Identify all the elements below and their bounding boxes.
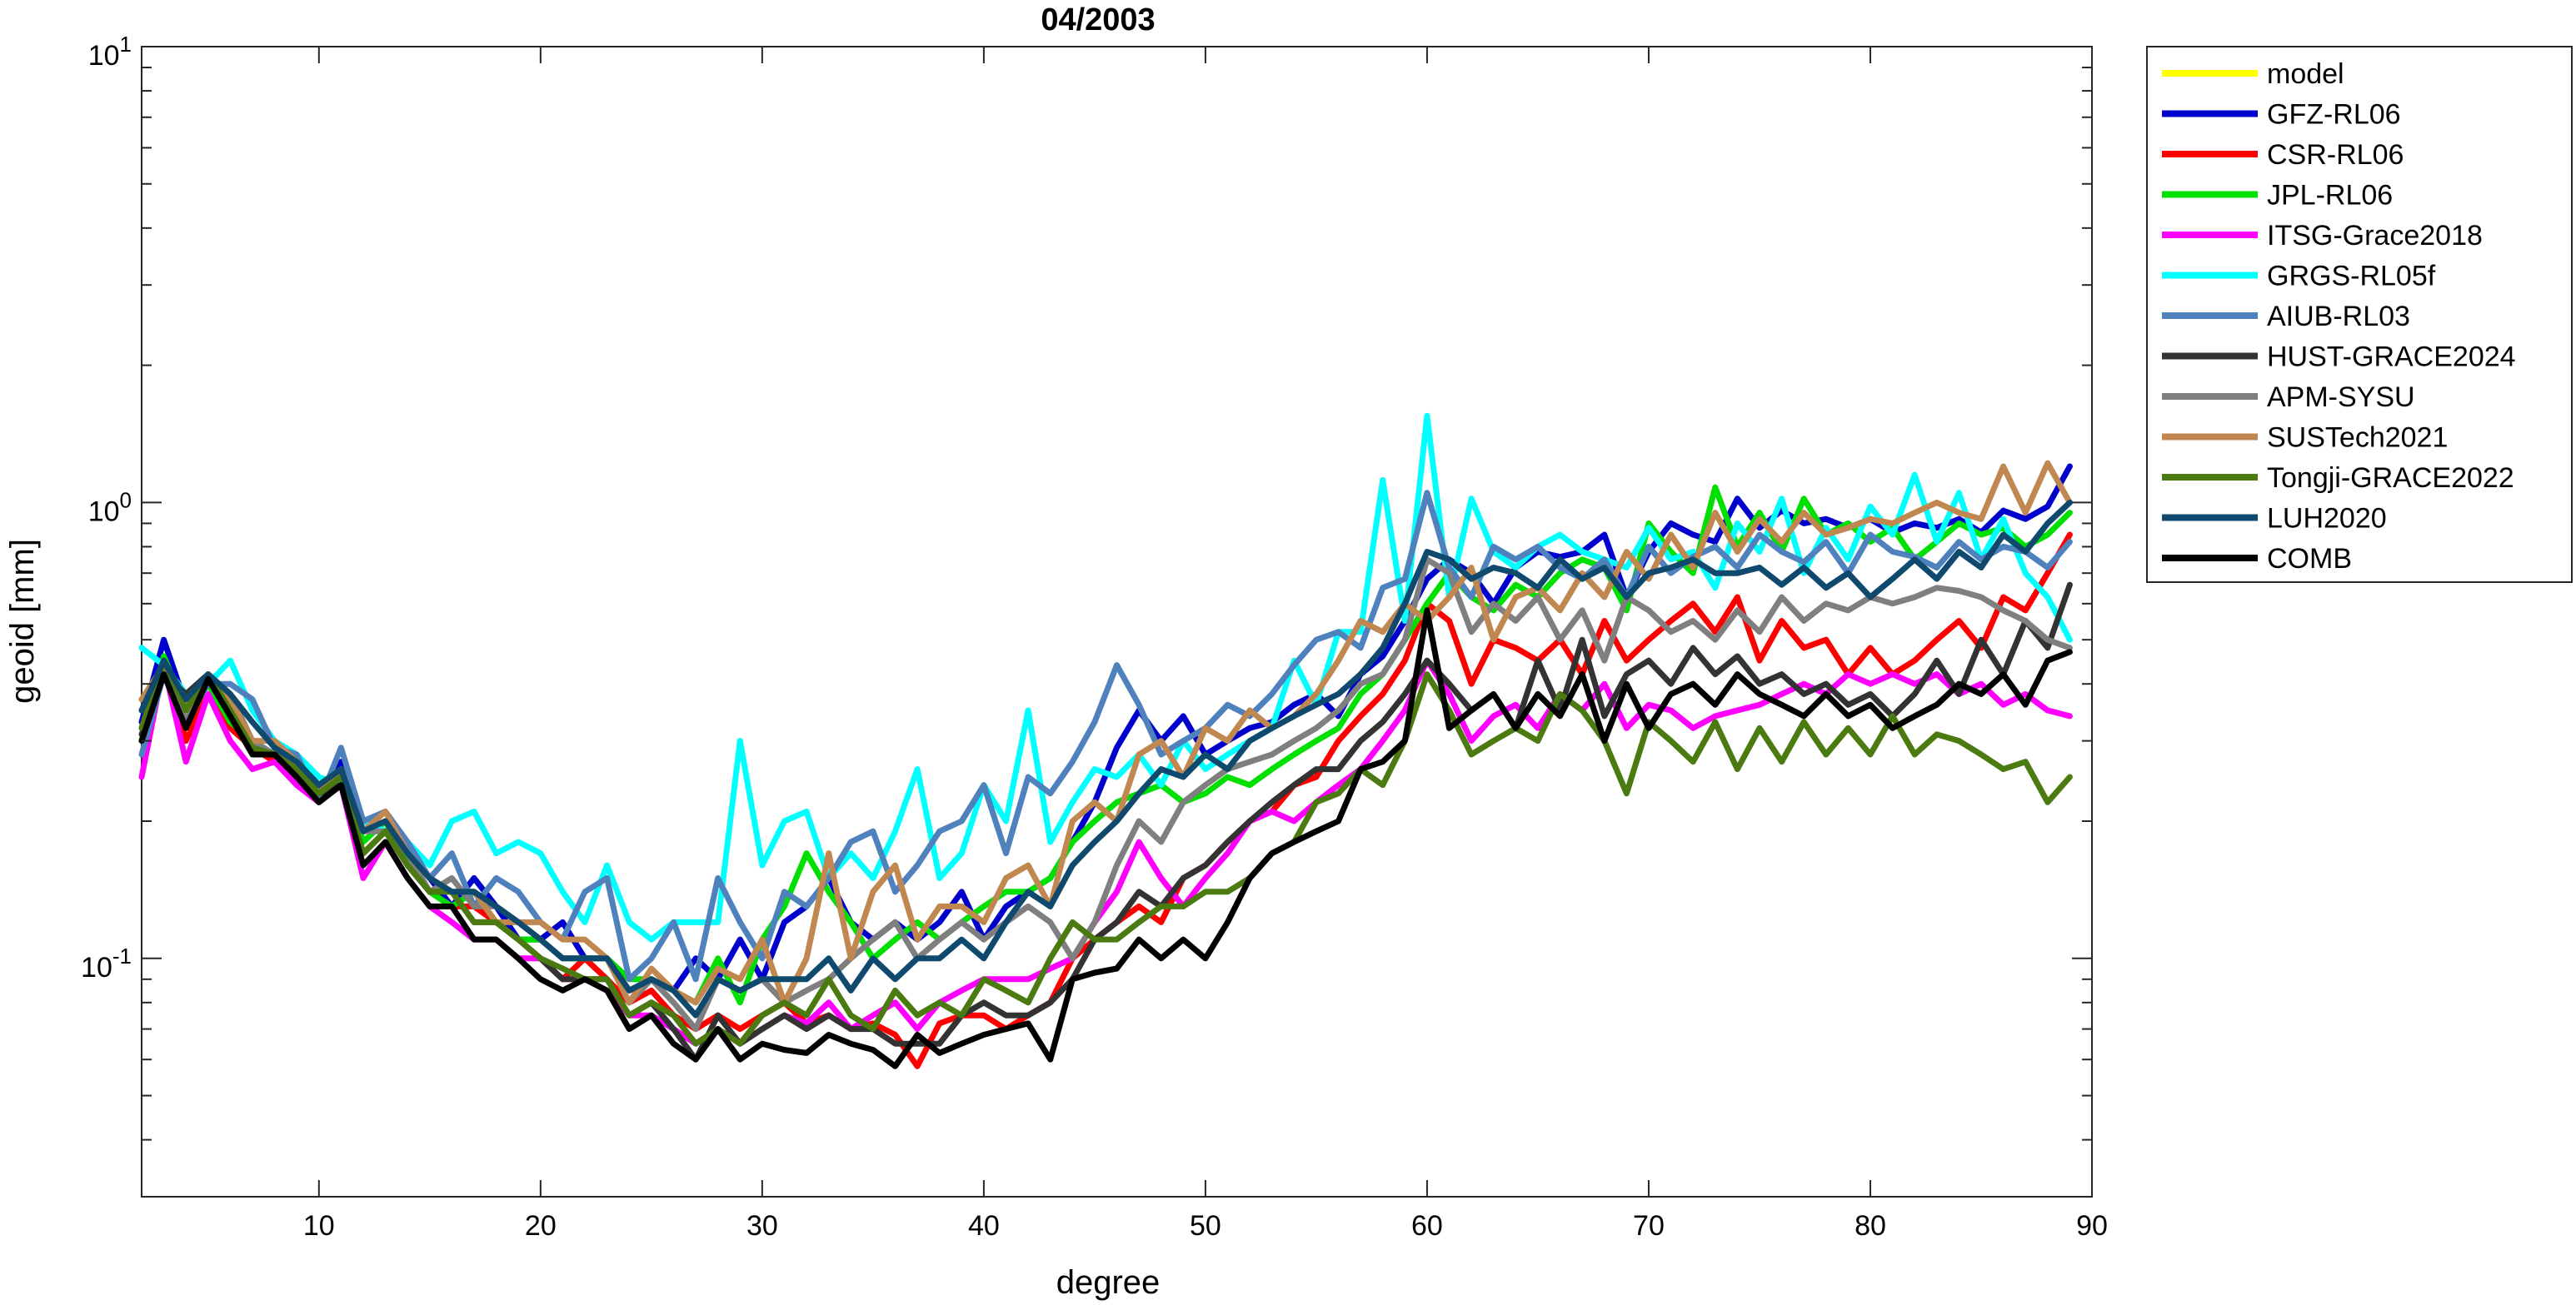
x-tick-label: 50 <box>1190 1210 1221 1242</box>
x-tick-label: 60 <box>1411 1210 1443 1242</box>
chart-title: 04/2003 <box>1041 2 1155 37</box>
series-line-aiub-rl03 <box>138 490 2073 983</box>
series-line-comb <box>138 607 2073 1069</box>
x-axis-label: degree <box>1056 1264 1161 1301</box>
x-tick-label: 70 <box>1633 1210 1665 1242</box>
series-layer <box>138 412 2073 1069</box>
x-tick-label: 10 <box>303 1210 335 1242</box>
legend-label: APM-SYSU <box>2267 381 2415 413</box>
x-tick-label: 20 <box>525 1210 557 1242</box>
legend-label: CSR-RL06 <box>2267 139 2404 171</box>
x-tick-label: 80 <box>1855 1210 1886 1242</box>
legend-label: LUH2020 <box>2267 503 2387 535</box>
legend-label: JPL-RL06 <box>2267 180 2393 212</box>
y-axis-label: geoid [mm] <box>4 539 41 704</box>
legend-label: ITSG-Grace2018 <box>2267 220 2483 252</box>
plot-area <box>141 46 2093 1198</box>
legend-label: model <box>2267 58 2344 90</box>
y-tick-label: 101 <box>88 32 132 72</box>
legend: model GFZ-RL06 CSR-RL06 JPL-RL06 ITSG-Grace2… <box>2146 46 2573 583</box>
series-line-tongji-grace2022 <box>138 657 2073 1047</box>
axes-layer: 10 20 30 40 50 60 70 80 90 10-1 100 101 <box>81 32 2108 1242</box>
series-line-luh2020 <box>138 499 2073 1019</box>
y-tick-label: 100 <box>88 487 132 527</box>
legend-label: GFZ-RL06 <box>2267 99 2401 131</box>
legend-label: AIUB-RL03 <box>2267 301 2410 332</box>
legend-label: SUSTech2021 <box>2267 422 2448 454</box>
x-tick-label: 90 <box>2076 1210 2108 1242</box>
legend-label: HUST-GRACE2024 <box>2267 341 2516 373</box>
series-line-itsg-grace2018 <box>138 657 2073 1047</box>
legend-label: GRGS-RL05f <box>2267 261 2436 292</box>
x-tick-label: 40 <box>968 1210 1000 1242</box>
legend-label: COMB <box>2267 543 2352 575</box>
x-tick-label: 30 <box>746 1210 778 1242</box>
y-tick-label: 10-1 <box>81 944 132 984</box>
legend-label: Tongji-GRACE2022 <box>2267 462 2514 494</box>
